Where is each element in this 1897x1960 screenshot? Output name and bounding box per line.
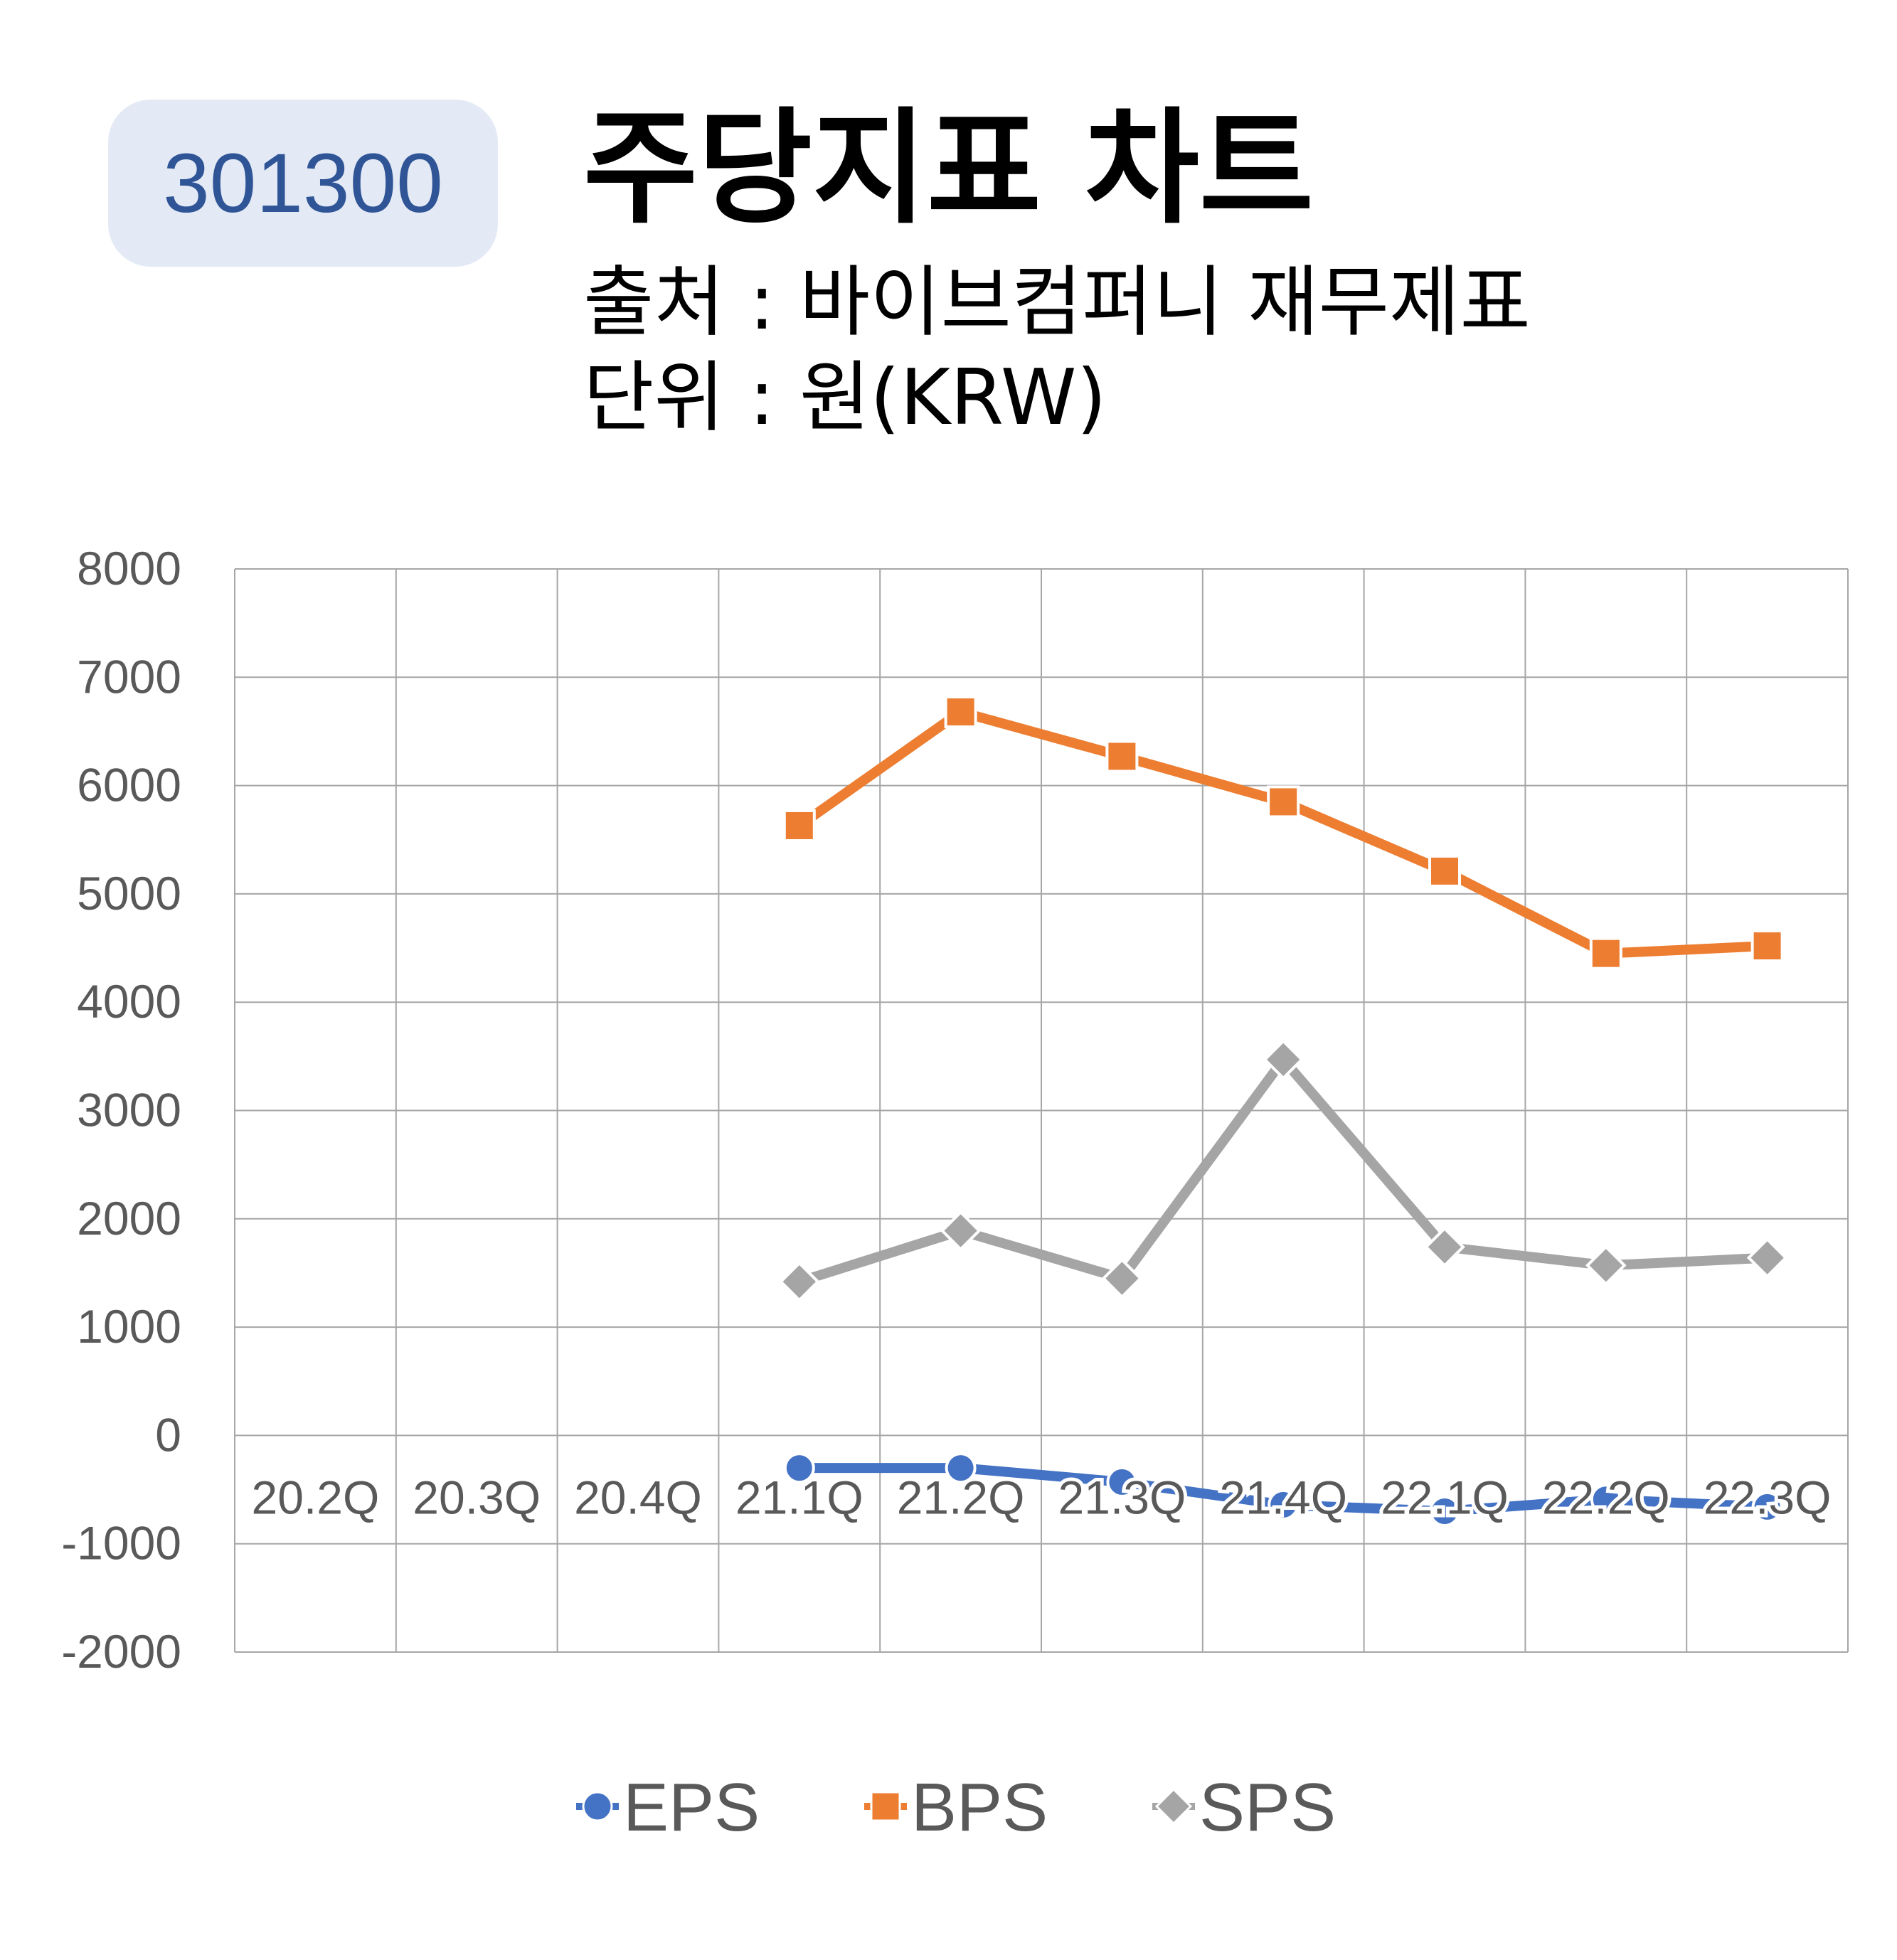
- x-axis-labels: 20.2Q 20.3Q 20.4Q 21.1Q 21.2Q 21.3Q 21.4Q 22.1Q…: [248, 1467, 1835, 1527]
- data-point-sps: [940, 1210, 982, 1252]
- x-tick-label: 20.2Q: [252, 1471, 380, 1523]
- data-point-bps: [782, 809, 816, 842]
- x-tick-label: 20.3Q: [413, 1471, 541, 1523]
- legend-marker: [1154, 1787, 1193, 1826]
- legend-label: SPS: [1199, 1769, 1336, 1846]
- data-point-eps: [783, 1452, 815, 1484]
- y-tick-label: 4000: [77, 975, 181, 1028]
- data-point-bps: [1105, 740, 1139, 773]
- data-point-eps: [1429, 1496, 1460, 1528]
- data-point-eps: [1751, 1491, 1783, 1523]
- y-tick-label: 5000: [77, 867, 181, 920]
- legend-item-sps: SPS: [1152, 1769, 1336, 1846]
- data-point-sps: [1263, 1039, 1304, 1080]
- data-point-eps: [1590, 1484, 1622, 1516]
- chart-title: 주당지표 차트: [583, 97, 1314, 241]
- data-point-eps: [1268, 1488, 1300, 1520]
- data-point-sps: [1746, 1237, 1788, 1279]
- x-tick-label: 22.1Q: [1381, 1471, 1509, 1523]
- x-tick-label: 22.3Q: [1704, 1471, 1832, 1523]
- series-line-bps: [794, 707, 1773, 959]
- x-tick-label: 20.4Q: [574, 1471, 702, 1523]
- y-tick-label: -1000: [61, 1517, 181, 1570]
- data-point-sps: [1585, 1245, 1627, 1287]
- data-point-sps: [778, 1261, 820, 1302]
- x-tick-label: 21.1Q: [735, 1471, 864, 1523]
- legend-marker: [582, 1791, 613, 1822]
- data-point-bps: [1428, 854, 1461, 888]
- data-point-bps: [944, 696, 977, 729]
- grid-lines: [234, 568, 1849, 1653]
- source-note: 출처 : 바이브컴퍼니 재무제표: [583, 258, 1531, 347]
- y-axis-ticks: 8000 7000 6000 5000 4000 3000 2000 1000 0 -1000 -2…: [61, 542, 181, 1678]
- data-point-eps: [1106, 1466, 1138, 1498]
- data-point-eps: [945, 1452, 977, 1484]
- legend-label: EPS: [623, 1769, 760, 1846]
- stock-code-badge: 301300: [108, 100, 498, 267]
- x-tick-label: 21.4Q: [1219, 1471, 1347, 1523]
- series-lines: [778, 696, 1788, 1528]
- data-point-bps: [1750, 930, 1784, 963]
- unit-note: 단위 : 원(KRW): [583, 353, 1107, 442]
- data-point-bps: [1267, 785, 1300, 819]
- y-tick-label: 6000: [77, 759, 181, 811]
- data-point-sps: [1101, 1257, 1143, 1299]
- data-point-bps: [1589, 937, 1622, 970]
- x-tick-label: 21.2Q: [897, 1471, 1025, 1523]
- y-tick-label: 1000: [77, 1300, 181, 1353]
- legend-item-eps: EPS: [576, 1769, 760, 1846]
- series-line-sps: [794, 1054, 1773, 1287]
- y-tick-label: 2000: [77, 1192, 181, 1245]
- x-tick-label: 22.2Q: [1542, 1471, 1670, 1523]
- x-tick-label: 21.3Q: [1058, 1471, 1186, 1523]
- y-tick-label: 0: [155, 1408, 181, 1461]
- legend-item-bps: BPS: [864, 1769, 1048, 1846]
- y-tick-label: -2000: [61, 1625, 181, 1678]
- y-tick-label: 3000: [77, 1084, 181, 1136]
- y-tick-label: 8000: [77, 542, 181, 595]
- legend-marker: [870, 1791, 901, 1822]
- legend: EPS BPS SPS: [576, 1769, 1336, 1846]
- data-point-sps: [1424, 1226, 1465, 1268]
- legend-label: BPS: [911, 1769, 1048, 1846]
- y-tick-label: 7000: [77, 650, 181, 703]
